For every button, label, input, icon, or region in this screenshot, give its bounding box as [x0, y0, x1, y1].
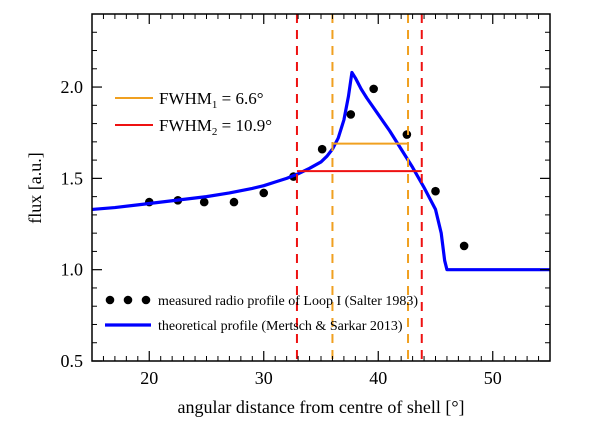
- measured-data-point: [259, 188, 269, 198]
- measured-data-point: [229, 197, 239, 207]
- y-axis-label: flux [a.u.]: [25, 152, 45, 223]
- y-tick-label: 1.5: [61, 168, 84, 188]
- measured-data-point: [317, 144, 327, 154]
- measured-data-point: [199, 197, 209, 207]
- y-tick-label: 1.0: [61, 260, 84, 280]
- bottom-legend: measured radio profile of Loop I (Salter…: [105, 294, 418, 334]
- x-tick-label: 30: [255, 368, 273, 388]
- legend-dot: [105, 295, 115, 305]
- fwhm1-legend-label: FWHM1 = 6.6°: [159, 89, 264, 111]
- theoretical-profile-line: [91, 70, 550, 272]
- measured-data-point: [459, 241, 469, 251]
- legend-dot: [141, 295, 151, 305]
- fwhm-layer: [295, 14, 423, 361]
- x-tick-label: 40: [369, 368, 387, 388]
- x-axis-label: angular distance from centre of shell [°…: [177, 397, 464, 417]
- legend-label-measured: measured radio profile of Loop I (Salter…: [158, 294, 418, 309]
- x-tick-label: 20: [140, 368, 158, 388]
- series-layer: [91, 70, 550, 272]
- measured-data-point: [431, 186, 440, 196]
- measured-data-point: [346, 110, 356, 119]
- legend-label-theoretical: theoretical profile (Mertsch & Sarkar 20…: [158, 319, 403, 334]
- fwhm-legend: FWHM1 = 6.6° FWHM2 = 10.9°: [115, 89, 272, 138]
- legend-dot: [123, 295, 133, 305]
- x-tick-label: 50: [484, 368, 502, 388]
- measured-data-point: [369, 84, 378, 94]
- y-tick-label: 2.0: [61, 77, 84, 97]
- axis-layer: 20 30 40 50 0.5 1.0 1.5 2.0: [61, 13, 551, 388]
- fwhm2-legend-label: FWHM2 = 10.9°: [159, 116, 272, 138]
- y-tick-label: 0.5: [61, 351, 84, 371]
- measured-data-point: [402, 130, 412, 139]
